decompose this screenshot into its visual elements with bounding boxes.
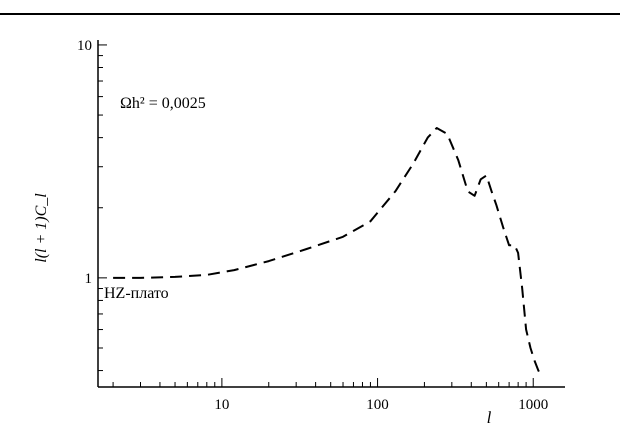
omega-annotation: Ωh² = 0,0025 [120,95,206,112]
axes: 10 100 1000 1 10 [77,38,565,413]
y-axis-label: l(l + 1)C_l [33,193,50,263]
series-layer [113,127,542,377]
x-tick-label: 1000 [518,397,548,413]
x-tick-label: 100 [366,397,389,413]
series-line-0 [113,127,542,377]
y-tick-label: 1 [85,271,93,287]
hz-plateau-label: HZ-плато [104,285,169,302]
x-tick-label: 10 [214,397,229,413]
y-tick-label: 10 [77,38,92,54]
x-axis-label: l [487,408,492,427]
